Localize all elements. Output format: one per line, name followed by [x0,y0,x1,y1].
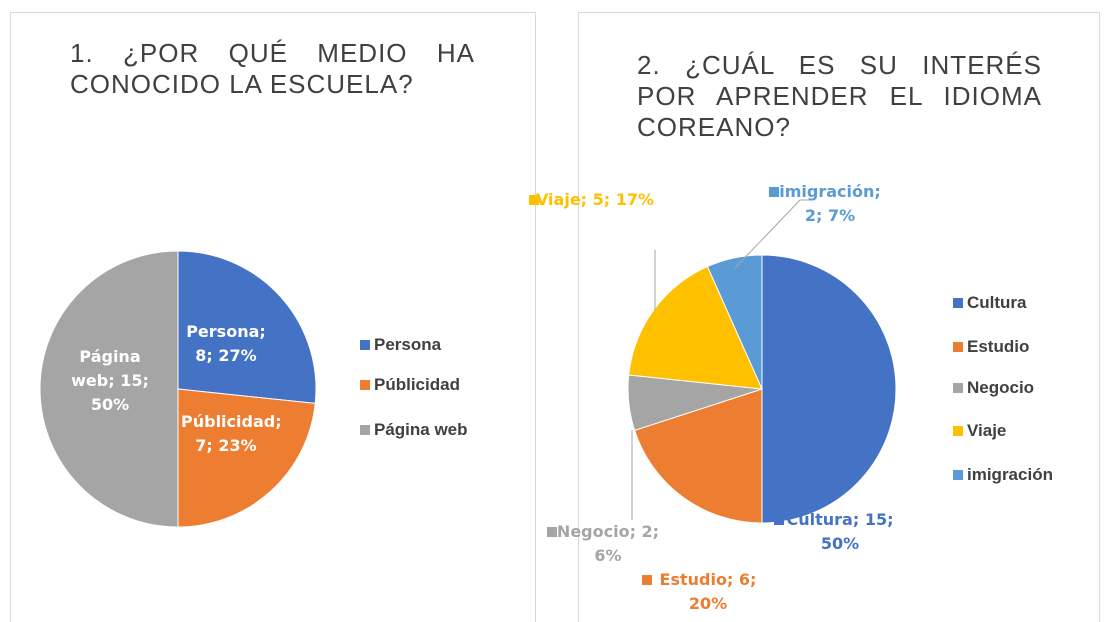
chart-title: 2. ¿CUÁL ES SU INTERÉS POR APRENDER EL I… [637,50,1042,142]
legend-swatch [953,342,963,352]
leader-line [734,199,812,269]
label-key [769,187,779,197]
data-label: Públicidad; 7; 23% [181,412,282,455]
label-key [529,195,539,205]
legend-swatch [953,383,963,393]
data-label: Negocio; 2; 6% [556,522,660,565]
chart-title: 1. ¿POR QUÉ MEDIO HA CONOCIDO LA ESCUELA… [70,38,475,99]
pie-slice [706,254,763,390]
legend-label: imigración [967,465,1053,484]
legend-swatch [360,425,370,435]
pie-slice [633,388,763,524]
legend-label: Estudio [967,337,1030,356]
data-label: imigración; 2; 7% [779,182,881,225]
label-key [547,527,557,537]
legend-entry: Persona [360,335,441,355]
legend-swatch [360,340,370,350]
data-label: Cultura; 15; 50% [786,510,894,553]
pie-slice [628,265,763,390]
legend-swatch [953,470,963,480]
legend-label: Cultura [967,293,1027,312]
legend-label: Viaje [967,421,1007,440]
pie-slice [39,250,179,528]
legend-label: Negocio [967,378,1035,397]
legend-swatch [953,298,963,308]
legend-label: Públicidad [374,375,460,394]
data-label: Persona; 8; 27% [186,322,266,365]
data-label: Viaje; 5; 17% [535,190,655,209]
legend-entry: imigración [953,465,1053,485]
legend-entry: Negocio [953,378,1034,398]
legend-entry: Página web [360,420,468,440]
legend-entry: Viaje [953,421,1006,441]
chart-frame [10,12,536,622]
legend-label: Página web [374,420,468,439]
legend-label: Persona [374,335,442,354]
legend-entry: Cultura [953,293,1027,313]
label-key [642,575,652,585]
legend-swatch [360,380,370,390]
pie-slice [761,254,897,524]
data-label: Estudio; 6; 20% [659,570,757,613]
legend-entry: Públicidad [360,375,460,395]
data-label: Página web; 15; 50% [71,347,149,414]
chart-frame [578,12,1100,622]
legend-entry: Estudio [953,337,1029,357]
label-key [774,515,784,525]
legend-swatch [953,426,963,436]
pie-slice [177,388,316,528]
pie-slice [177,250,317,404]
